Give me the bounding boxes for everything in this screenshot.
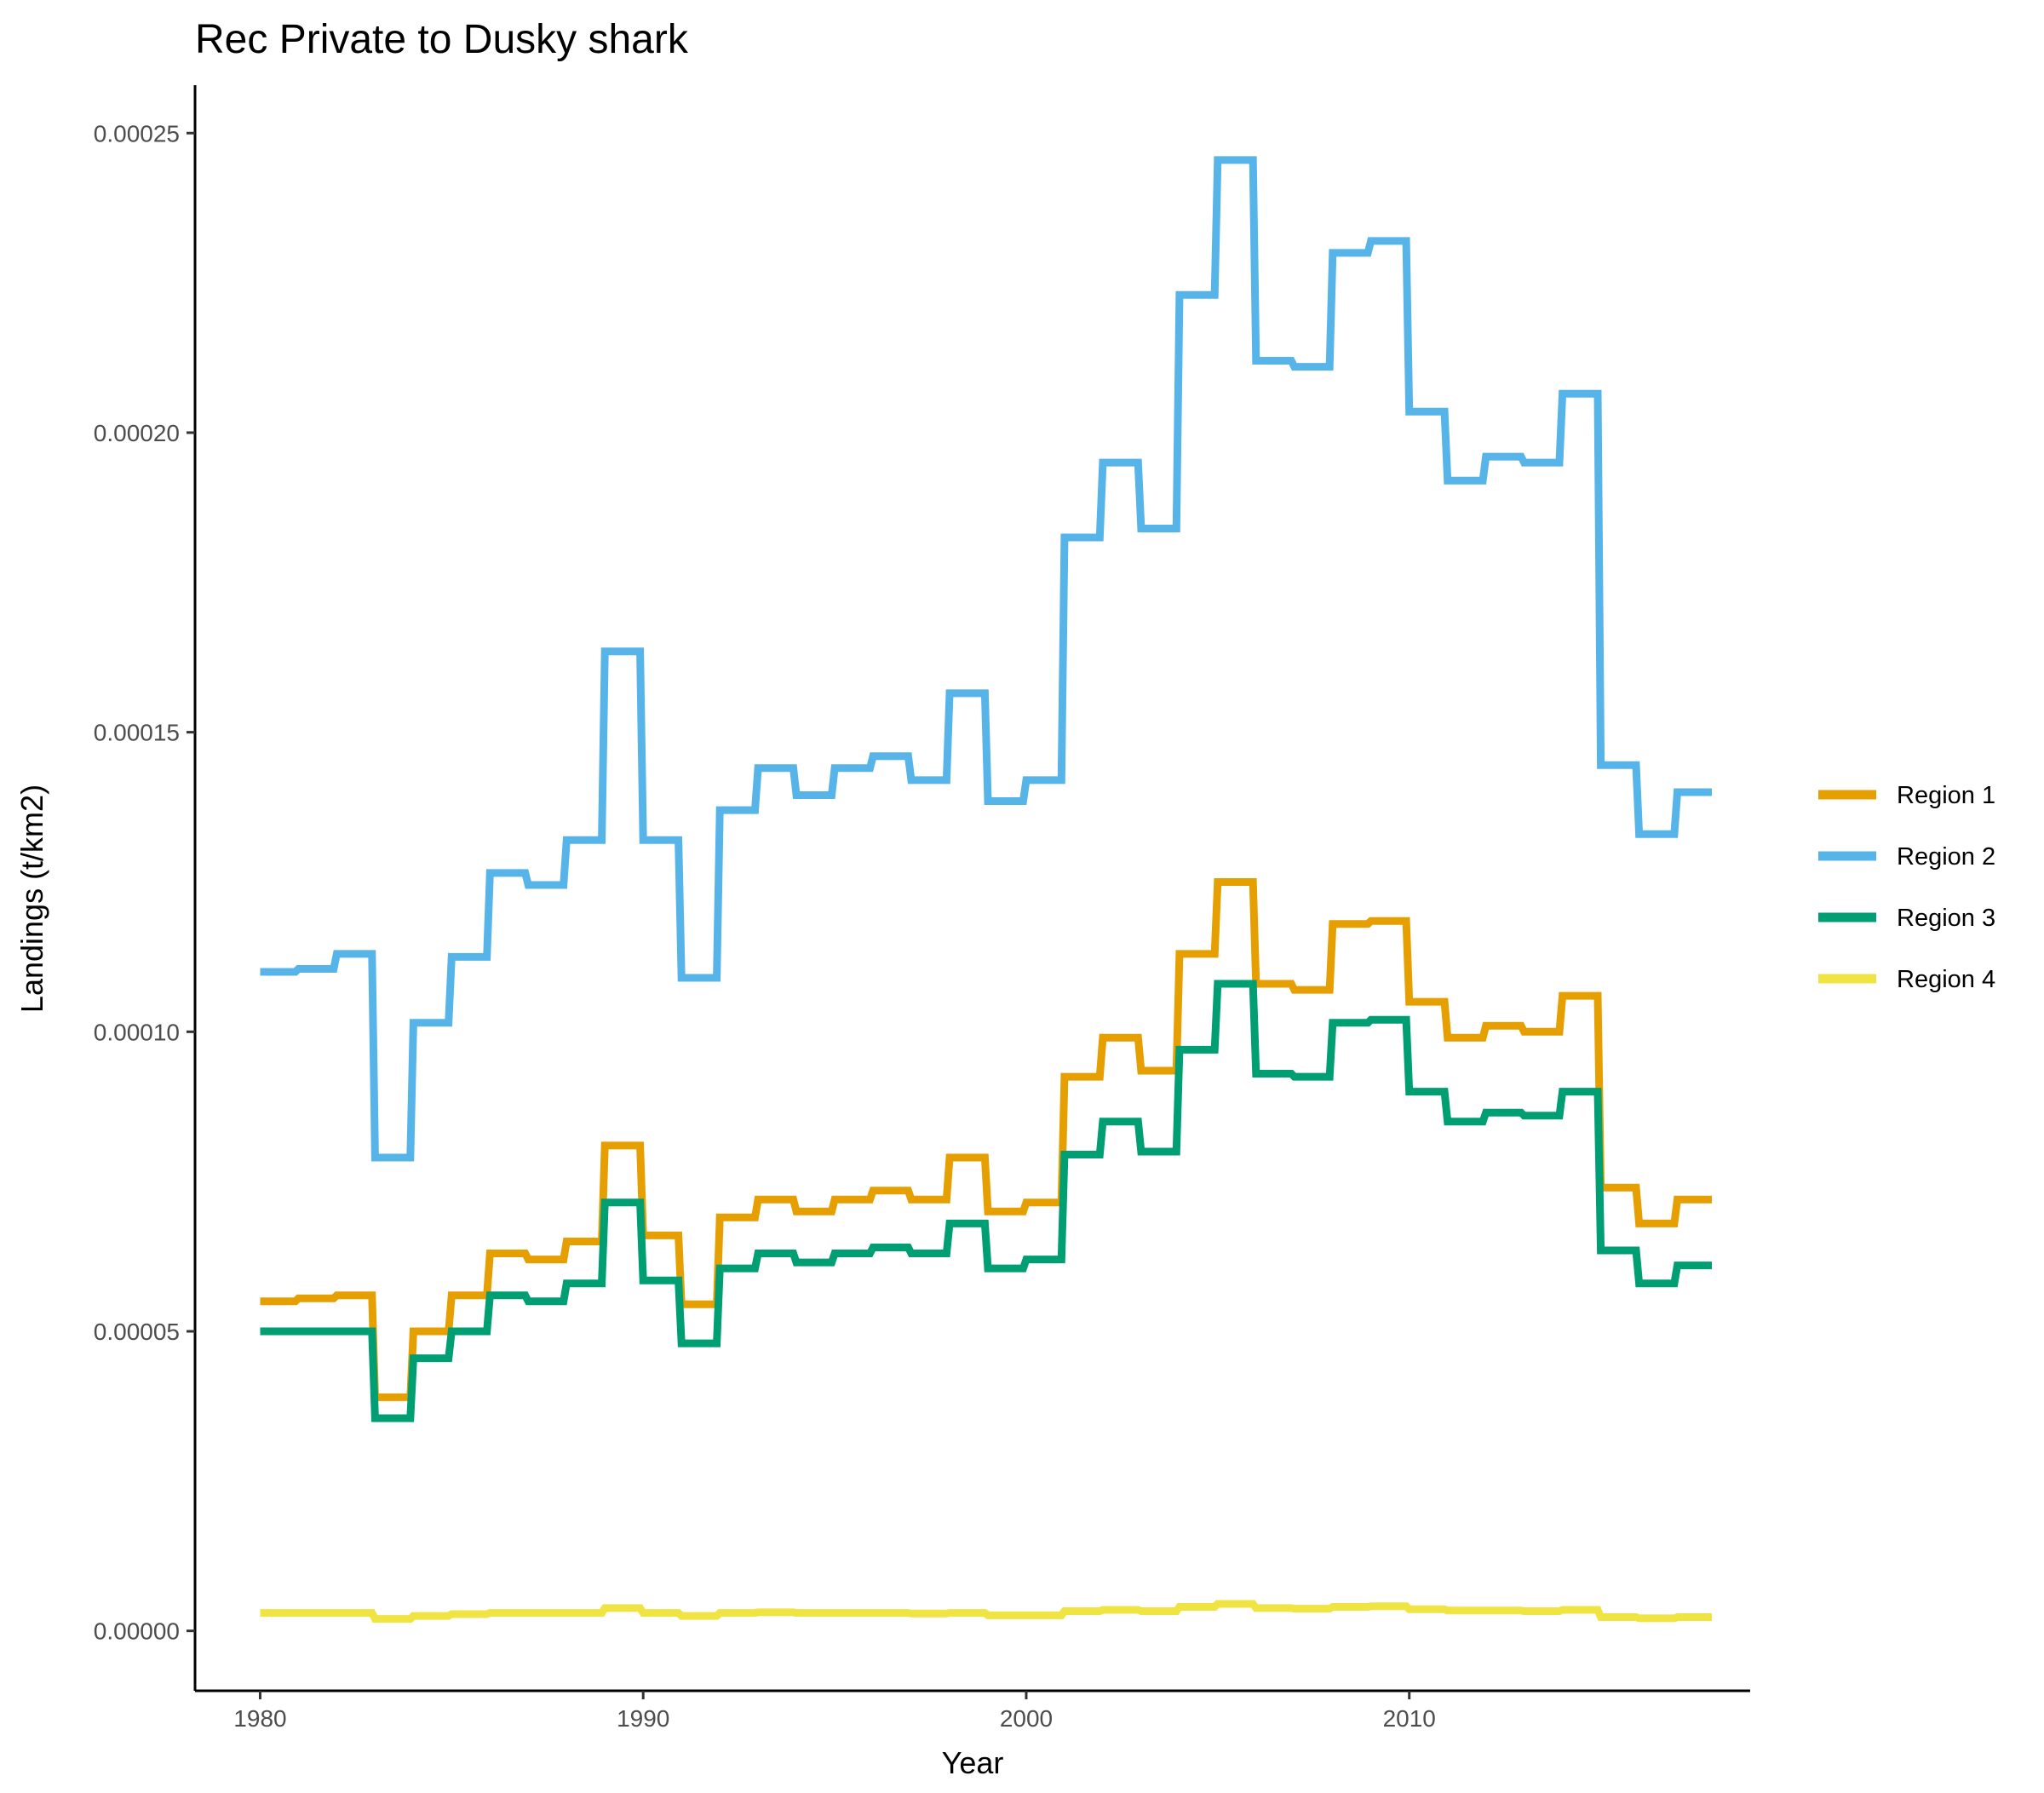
y-tick-label: 0.00025 [94, 120, 180, 147]
y-axis: 0.00000 0.00005 0.00010 0.00015 0.00020 0.000… [94, 85, 197, 1691]
y-tick-label: 0.00020 [94, 420, 180, 446]
x-tick-label: 2000 [1000, 1705, 1053, 1732]
series-line-region-2 [260, 156, 1712, 1162]
x-axis-title: Year [942, 1745, 1004, 1780]
series-line-region-1 [260, 878, 1712, 1401]
plot-area [260, 156, 1712, 1623]
series-line-region-3 [260, 980, 1712, 1422]
legend-label-region-2: Region 2 [1897, 843, 1995, 871]
legend-label-region-4: Region 4 [1897, 966, 1995, 993]
y-tick-label: 0.00015 [94, 720, 180, 746]
y-tick-label: 0.00005 [94, 1319, 180, 1345]
legend-label-region-1: Region 1 [1897, 782, 1995, 809]
y-tick-label: 0.00000 [94, 1618, 180, 1645]
chart-title: Rec Private to Dusky shark [195, 17, 689, 62]
x-axis: 1980 1990 2000 2010 [195, 1689, 1750, 1732]
x-tick-label: 1980 [233, 1705, 286, 1732]
legend: Region 1 Region 2 Region 3 Region 4 [1818, 782, 1995, 993]
x-tick-label: 2010 [1383, 1705, 1436, 1732]
x-tick-label: 1990 [617, 1705, 669, 1732]
series-line-region-4 [260, 1600, 1712, 1623]
y-tick-label: 0.00010 [94, 1019, 180, 1045]
legend-label-region-3: Region 3 [1897, 905, 1995, 932]
y-axis-title: Landings (t/km2) [14, 784, 49, 1013]
